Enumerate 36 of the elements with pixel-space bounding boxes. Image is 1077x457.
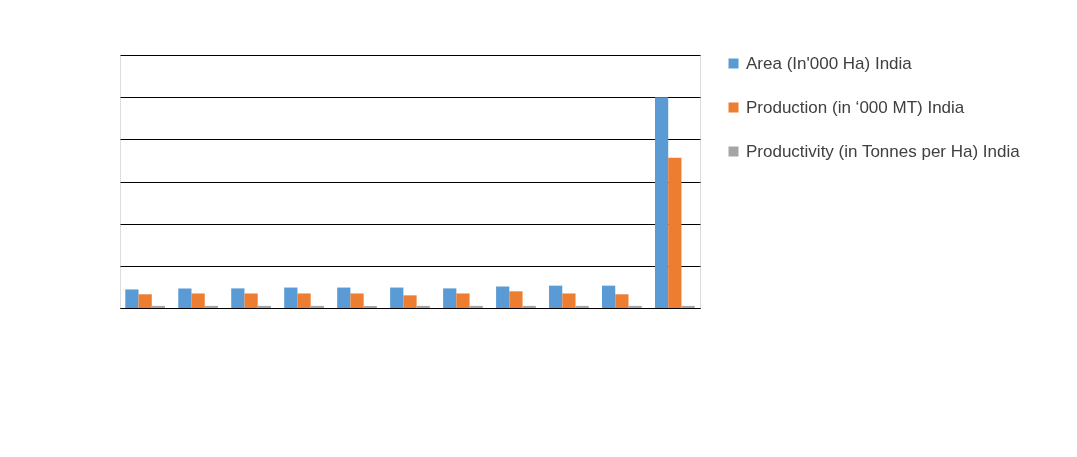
bar	[443, 288, 457, 308]
bar	[654, 97, 669, 308]
bar	[310, 305, 324, 308]
bar	[509, 291, 523, 308]
legend-label: Area (In'000 Ha) India	[746, 53, 913, 73]
bar	[390, 287, 404, 308]
bar	[151, 305, 166, 308]
bar	[297, 293, 311, 308]
bar	[138, 294, 152, 308]
legend-label: Production (in ‘000 MT) India	[746, 97, 965, 117]
bar	[416, 305, 430, 308]
bar	[615, 294, 629, 308]
bar	[549, 285, 563, 308]
bar	[337, 287, 351, 308]
bar	[284, 287, 298, 308]
bar	[562, 293, 576, 308]
bar	[628, 305, 642, 308]
bar	[244, 293, 258, 308]
bar	[257, 305, 271, 308]
legend-label: Productivity (in Tonnes per Ha) India	[746, 141, 1021, 161]
bar	[363, 305, 377, 308]
bar	[668, 157, 682, 308]
bar	[456, 293, 470, 308]
bar	[681, 305, 695, 308]
bar	[178, 288, 192, 308]
bar	[350, 293, 364, 308]
bar	[602, 285, 616, 308]
bar	[496, 286, 510, 308]
bar	[469, 305, 483, 308]
bar	[403, 295, 417, 308]
bar	[204, 305, 218, 308]
bar	[522, 305, 536, 308]
bar	[231, 288, 245, 308]
bar	[125, 289, 139, 308]
bar	[191, 293, 205, 308]
bar	[575, 305, 589, 308]
